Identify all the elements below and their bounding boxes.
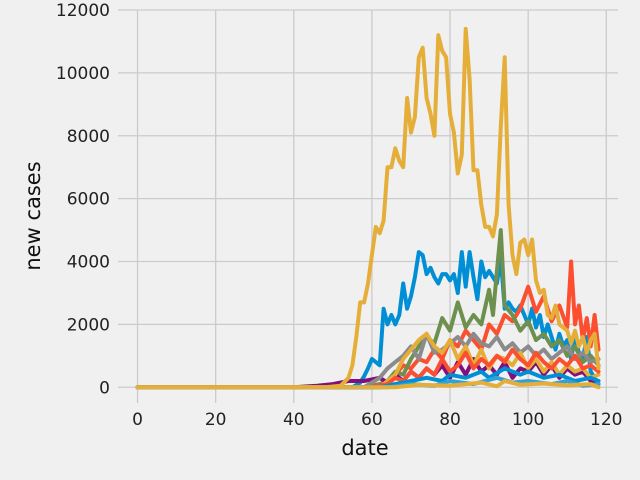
x-tick-label: 100 bbox=[512, 410, 544, 430]
series-line bbox=[135, 366, 601, 390]
series-line bbox=[135, 228, 601, 390]
series-line bbox=[135, 26, 601, 390]
series-line bbox=[135, 379, 601, 390]
y-tick-label: 8000 bbox=[67, 127, 110, 147]
x-tick-label: 20 bbox=[205, 410, 227, 430]
y-tick-label: 2000 bbox=[67, 315, 110, 335]
series-line bbox=[135, 331, 601, 390]
tick-labels: 0 20 40 60 80 100 120 0 2000 4000 6000 8000 10000 120… bbox=[56, 1, 623, 430]
x-tick-label: 60 bbox=[361, 410, 383, 430]
y-tick-label: 10000 bbox=[56, 64, 110, 84]
x-tick-label: 80 bbox=[439, 410, 461, 430]
y-tick-label: 0 bbox=[99, 378, 110, 398]
series-line bbox=[135, 347, 601, 390]
y-tick-label: 6000 bbox=[67, 190, 110, 210]
x-tick-label: 120 bbox=[590, 410, 622, 430]
y-tick-label: 12000 bbox=[56, 1, 110, 21]
y-tick-label: 4000 bbox=[67, 253, 110, 273]
series-lines bbox=[135, 26, 601, 390]
series-line bbox=[135, 331, 601, 390]
x-tick-label: 40 bbox=[283, 410, 305, 430]
x-tick-label: 0 bbox=[132, 410, 143, 430]
x-axis-label: date bbox=[341, 436, 388, 460]
y-axis-label: new cases bbox=[21, 161, 45, 270]
